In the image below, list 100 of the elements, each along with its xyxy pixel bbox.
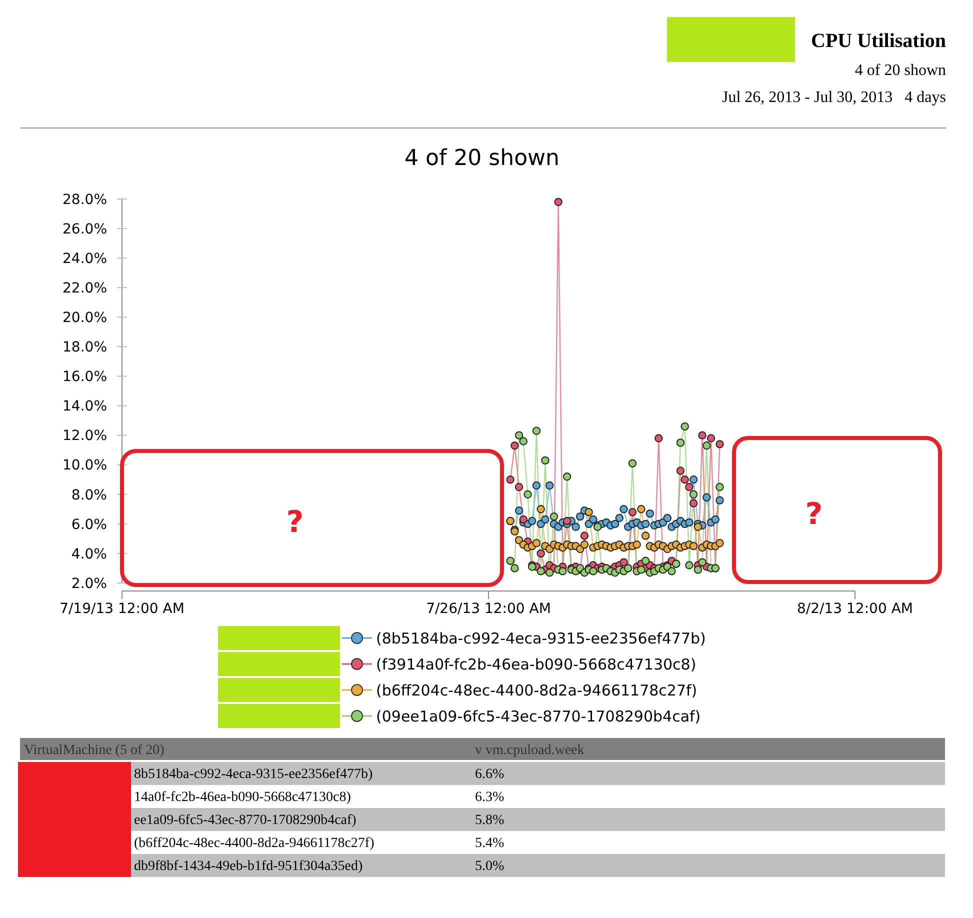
- point: [510, 564, 519, 572]
- point: [536, 567, 545, 576]
- y-tick-label: 12.0%: [62, 428, 107, 444]
- y-tick-label: 22.0%: [62, 280, 107, 297]
- point: [550, 512, 558, 521]
- point: [580, 532, 589, 540]
- y-tick-label: 10.0%: [62, 458, 107, 474]
- text: CPU Utilisation: [811, 30, 946, 52]
- point: [716, 440, 724, 448]
- point: [589, 567, 598, 576]
- text: (b6ff204c-48ec-4400-8d2a-94661178c27f): [134, 836, 375, 851]
- point: [711, 515, 720, 524]
- point: [676, 466, 685, 475]
- text: Jul 26, 2013 - Jul 30, 2013 4 days: [722, 89, 946, 106]
- y-tick-label: 16.0%: [62, 369, 107, 386]
- point: [506, 556, 514, 565]
- y-tick-label: 24.0%: [62, 250, 107, 267]
- point: [610, 520, 620, 528]
- text: VirtualMachine (5 of 20): [24, 743, 165, 758]
- point: [562, 516, 572, 526]
- point: [632, 540, 641, 549]
- point: [514, 506, 524, 515]
- point: [576, 512, 584, 521]
- point: [716, 482, 724, 492]
- point: [689, 490, 698, 498]
- text: db9f8bf-1434-49eb-b1fd-951f304a35ed): [134, 859, 363, 874]
- point: [716, 539, 724, 548]
- point: [519, 437, 528, 446]
- text: v vm.cpuload.week: [475, 743, 584, 758]
- chart-title: 4 of 20 shown: [404, 146, 560, 171]
- point: [545, 481, 554, 490]
- y-tick-label: 4.0%: [71, 546, 107, 562]
- point: [519, 515, 528, 524]
- point: [620, 505, 628, 514]
- point: [702, 493, 711, 502]
- point: [637, 566, 646, 574]
- y-tick-label: 28.0%: [62, 192, 107, 208]
- point: [698, 558, 706, 566]
- point: [668, 567, 676, 576]
- point: [680, 476, 689, 484]
- point: [580, 540, 589, 549]
- point: [620, 558, 628, 566]
- point: [676, 438, 685, 447]
- y-tick-label: 18.0%: [62, 340, 107, 356]
- point: [680, 422, 689, 431]
- point: [524, 490, 532, 498]
- y-tick-label: 14.0%: [62, 398, 107, 415]
- legend-label: (f3914a0f-fc2b-46ea-b090-5668c47130c8): [376, 655, 696, 674]
- x-tick-label: 7/26/13 12:00 AM: [426, 601, 551, 617]
- text: 14a0f-fc2b-46ea-b090-5668c47130c8): [134, 790, 352, 805]
- x-tick-label: 7/19/13 12:00 AM: [60, 601, 184, 617]
- point: [584, 508, 593, 516]
- legend-label: (09ee1a09-6fc5-43ec-8770-1708290b4caf): [376, 707, 701, 726]
- point: [685, 561, 694, 570]
- point: [572, 522, 580, 531]
- point: [506, 476, 514, 484]
- point: [702, 442, 711, 450]
- y-tick-label: 6.0%: [71, 516, 107, 533]
- y-tick-label: 26.0%: [62, 221, 107, 238]
- point: [528, 516, 536, 526]
- point: [663, 514, 672, 522]
- point: [637, 505, 646, 514]
- text: 8b5184ba-c992-4eca-9315-ee2356ef477b): [134, 767, 374, 782]
- point: [716, 496, 724, 504]
- text: 6.3%: [475, 790, 504, 805]
- point: [532, 426, 541, 435]
- legend-label: (8b5184ba-c992-4eca-9315-ee2356ef477b): [376, 629, 706, 648]
- point: [641, 520, 650, 528]
- annotation: ?: [286, 505, 304, 540]
- point: [615, 514, 624, 522]
- text: 4 of 20 shown: [854, 62, 946, 79]
- point: [646, 509, 654, 518]
- point: [641, 532, 650, 540]
- y-tick-label: 2.0%: [71, 576, 107, 592]
- text: 5.0%: [475, 859, 504, 874]
- point: [706, 434, 716, 442]
- point: [694, 566, 702, 574]
- point: [514, 431, 524, 440]
- y-tick-label: 20.0%: [62, 310, 107, 326]
- point: [698, 431, 706, 440]
- point: [641, 556, 650, 565]
- point: [689, 476, 698, 484]
- point: [536, 505, 545, 514]
- point: [536, 549, 545, 558]
- legend-label: (b6ff204c-48ec-4400-8d2a-94661178c27f): [376, 681, 698, 700]
- point: [558, 567, 567, 576]
- point: [510, 442, 519, 450]
- point: [654, 434, 663, 442]
- point: [545, 568, 554, 577]
- point: [689, 542, 698, 550]
- x-tick-label: 8/2/13 12:00 AM: [797, 601, 913, 617]
- point: [628, 459, 637, 468]
- text: ee1a09-6fc5-43ec-8770-1708290b4caf): [134, 813, 357, 828]
- point: [685, 518, 694, 527]
- point: [628, 508, 637, 516]
- point: [541, 515, 550, 524]
- point: [554, 198, 562, 206]
- y-tick-label: 8.0%: [71, 487, 107, 504]
- point: [532, 481, 541, 490]
- point: [541, 456, 550, 465]
